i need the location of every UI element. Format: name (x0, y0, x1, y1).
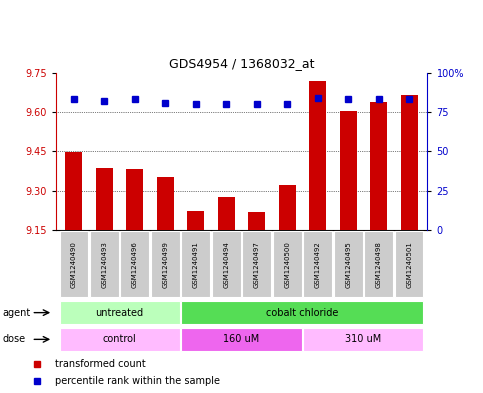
Text: GSM1240495: GSM1240495 (345, 241, 351, 288)
Bar (401, 95, 417, 230)
Bar (187, 211, 204, 230)
Bar (248, 212, 265, 230)
Bar (120, 231, 149, 297)
Bar (59, 328, 180, 351)
Bar (59, 301, 180, 324)
Text: GSM1240493: GSM1240493 (101, 241, 107, 288)
Text: transformed count: transformed count (55, 358, 145, 369)
Bar (364, 231, 393, 297)
Bar (212, 231, 241, 297)
Bar (334, 231, 363, 297)
Bar (182, 328, 301, 351)
Bar (309, 81, 326, 230)
Text: GSM1240490: GSM1240490 (71, 241, 77, 288)
Text: dose: dose (2, 334, 26, 344)
Text: GSM1240499: GSM1240499 (162, 241, 168, 288)
Text: control: control (103, 334, 136, 344)
Text: GSM1240491: GSM1240491 (193, 241, 199, 288)
Bar (303, 231, 332, 297)
Bar (279, 185, 296, 230)
Text: agent: agent (2, 308, 30, 318)
Text: GSM1240497: GSM1240497 (254, 241, 260, 288)
Text: GSM1240501: GSM1240501 (406, 241, 412, 288)
Bar (303, 328, 424, 351)
Bar (370, 102, 387, 230)
Text: GSM1240498: GSM1240498 (376, 241, 382, 288)
Bar (96, 168, 113, 230)
Bar (59, 231, 88, 297)
Bar (395, 231, 424, 297)
Text: 310 uM: 310 uM (345, 334, 382, 344)
Bar (66, 152, 82, 230)
Text: GSM1240500: GSM1240500 (284, 241, 290, 288)
Bar (127, 169, 143, 230)
Text: percentile rank within the sample: percentile rank within the sample (55, 376, 220, 386)
Text: GSM1240496: GSM1240496 (132, 241, 138, 288)
Bar (182, 301, 424, 324)
Text: cobalt chloride: cobalt chloride (266, 308, 339, 318)
Bar (151, 231, 180, 297)
Bar (90, 231, 119, 297)
Text: untreated: untreated (96, 308, 143, 318)
Text: GSM1240492: GSM1240492 (315, 241, 321, 288)
Title: GDS4954 / 1368032_at: GDS4954 / 1368032_at (169, 57, 314, 70)
Bar (218, 196, 235, 230)
Bar (182, 231, 210, 297)
Bar (242, 231, 271, 297)
Text: 160 uM: 160 uM (223, 334, 260, 344)
Bar (340, 111, 356, 230)
Bar (157, 177, 174, 230)
Text: GSM1240494: GSM1240494 (223, 241, 229, 288)
Bar (273, 231, 301, 297)
